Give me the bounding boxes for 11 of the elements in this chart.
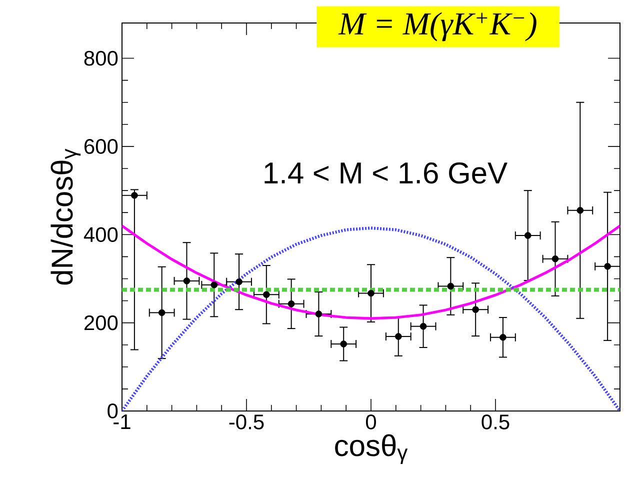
x-axis-title: cosθ$_{γ}$	[335, 434, 408, 464]
x-tick-label: -0.5	[229, 414, 264, 430]
y-axis-title: dN/dcosθ$_{γ}$	[50, 148, 81, 285]
y-tick-label: 200	[84, 315, 118, 330]
y-tick-label: 800	[84, 50, 118, 66]
x-tick-label: 0	[366, 414, 376, 430]
x-tick-label: 0.5	[482, 414, 510, 430]
chart-title: M = M(γK$^{+}$K$^{−}$)	[338, 12, 536, 42]
annotation: 1.4 < M < 1.6 GeV	[264, 162, 508, 184]
y-tick-label: 600	[84, 139, 118, 154]
y-tick-label: 400	[84, 227, 118, 242]
